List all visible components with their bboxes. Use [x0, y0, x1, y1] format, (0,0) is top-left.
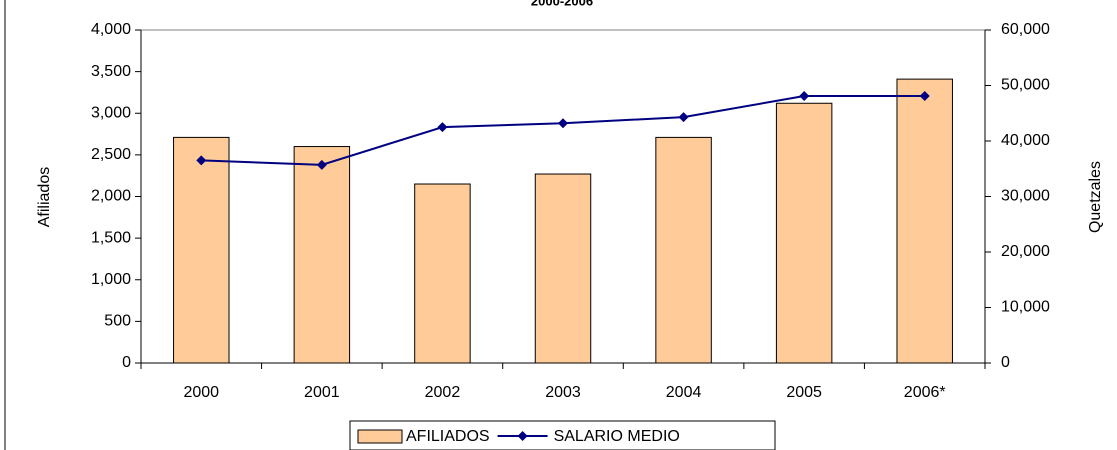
x-tick-label: 2003	[545, 384, 581, 401]
y-tick-label: 0	[122, 354, 131, 371]
legend-label: SALARIO MEDIO	[554, 428, 680, 445]
y-tick-label: 2,000	[91, 188, 131, 205]
y2-tick-label: 60,000	[1001, 21, 1050, 38]
y2-tick-label: 0	[1001, 354, 1010, 371]
bar	[293, 146, 351, 364]
line-marker	[558, 118, 568, 129]
chart-title: 2000-2006	[531, 0, 593, 8]
line-marker	[437, 122, 448, 133]
legend-marker	[517, 431, 528, 441]
x-tick-label: 2006*	[904, 384, 946, 401]
y-tick-label: 2,500	[91, 146, 131, 163]
y-tick-label: 3,500	[91, 63, 131, 80]
line-marker	[799, 91, 810, 102]
x-tick-label: 2000	[183, 384, 219, 401]
line-marker	[316, 159, 327, 170]
x-tick-label: 2004	[666, 384, 702, 401]
x-tick-label: 2002	[425, 384, 461, 401]
y2-tick-label: 40,000	[1001, 132, 1050, 149]
bar	[173, 136, 230, 364]
y2-tick-label: 30,000	[1001, 188, 1050, 205]
y-tick-label: 3,000	[91, 104, 131, 121]
bar	[534, 173, 592, 364]
y-tick-label: 500	[104, 313, 131, 330]
legend-box	[349, 420, 776, 450]
y-axis-label: Afiliados	[36, 167, 53, 227]
bar	[896, 78, 953, 364]
y2-tick-label: 10,000	[1001, 299, 1050, 316]
line-marker	[919, 91, 930, 102]
bar	[414, 183, 471, 364]
line-marker	[196, 155, 207, 166]
y2-tick-label: 20,000	[1001, 243, 1050, 260]
legend-swatch	[357, 429, 403, 444]
x-tick-label: 2005	[786, 384, 822, 401]
legend-label: AFILIADOS	[406, 428, 490, 445]
y-tick-label: 1,500	[91, 229, 131, 246]
bar	[655, 136, 712, 364]
bar	[775, 102, 833, 364]
y-tick-label: 1,000	[91, 271, 131, 288]
x-tick-label: 2001	[304, 384, 340, 401]
y-tick-label: 4,000	[91, 21, 131, 38]
y2-tick-label: 50,000	[1001, 77, 1050, 94]
y2-axis-label: Quetzales	[1087, 161, 1104, 233]
line-marker	[678, 112, 689, 123]
